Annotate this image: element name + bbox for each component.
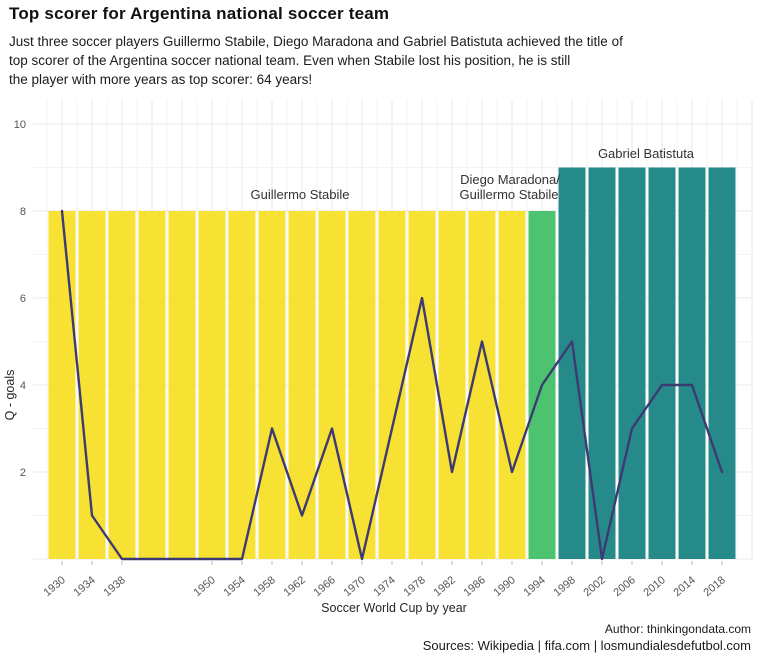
x-tick-label: 1930 — [41, 574, 67, 599]
annotation-label: Guillermo Stabile — [460, 187, 559, 202]
bar-1990 — [498, 211, 526, 559]
x-tick-label: 1994 — [521, 574, 547, 599]
bar-2002 — [588, 167, 616, 559]
annotation-label: Diego Maradona/ — [460, 172, 560, 187]
bar-1942 — [138, 211, 166, 559]
bar-1950 — [198, 211, 226, 559]
bar-1966 — [318, 211, 346, 559]
x-tick-label: 1958 — [251, 574, 277, 599]
x-tick-label: 2002 — [581, 574, 607, 599]
bar-1954 — [228, 211, 256, 559]
x-tick-label: 1982 — [431, 574, 457, 599]
x-tick-label: 1974 — [371, 574, 397, 599]
x-tick-label: 1962 — [281, 574, 307, 599]
annotation-label: Guillermo Stabile — [251, 187, 350, 202]
y-tick-label: 4 — [20, 380, 26, 392]
chart-title: Top scorer for Argentina national soccer… — [9, 4, 390, 23]
x-tick-label: 1998 — [551, 574, 577, 599]
bar-1946 — [168, 211, 196, 559]
subtitle-line-3: the player with more years as top scorer… — [9, 72, 313, 87]
y-tick-label: 2 — [20, 467, 26, 479]
caption-sources: Sources: Wikipedia | fifa.com | losmundi… — [422, 638, 751, 653]
x-tick-label: 1970 — [341, 574, 367, 599]
bar-1998 — [558, 167, 586, 559]
chart-caption: Author: thinkingondata.com Sources: Wiki… — [423, 622, 751, 653]
bar-1978 — [408, 211, 436, 559]
x-tick-label: 1990 — [491, 574, 517, 599]
x-tick-label: 1934 — [71, 574, 97, 599]
chart-header: Top scorer for Argentina national soccer… — [9, 4, 752, 89]
y-axis-title: Q - goals — [3, 370, 17, 421]
x-tick-label: 1954 — [221, 574, 247, 599]
y-axis: 2 4 6 8 10 — [14, 119, 26, 479]
annotation-label: Gabriel Batistuta — [598, 146, 695, 161]
bar-1938 — [108, 211, 136, 559]
x-axis-title: Soccer World Cup by year — [321, 601, 467, 615]
bar-1962 — [288, 211, 316, 559]
chart-canvas: 1930 1934 1938 1950 1954 1958 1962 1966 1970 1974… — [3, 100, 753, 615]
x-tick-label: 2014 — [671, 574, 697, 599]
bars-group — [48, 167, 736, 559]
x-axis: 1930 1934 1938 1950 1954 1958 1962 1966 1970 1974… — [41, 561, 728, 599]
subtitle-line-1: Just three soccer players Guillermo Stab… — [9, 34, 623, 49]
bar-1958 — [258, 211, 286, 559]
bar-1970 — [348, 211, 376, 559]
y-tick-label: 10 — [14, 119, 26, 131]
bar-2006 — [618, 167, 646, 559]
goals-line — [60, 209, 724, 561]
x-tick-label: 1950 — [191, 574, 217, 599]
bar-1982 — [438, 211, 466, 559]
bar-2010 — [648, 167, 676, 559]
x-tick-label: 1966 — [311, 574, 337, 599]
x-tick-label: 1986 — [461, 574, 487, 599]
bar-1930 — [48, 211, 76, 559]
bar-2018 — [708, 167, 736, 559]
chart-subtitle: Just three soccer players Guillermo Stab… — [9, 32, 752, 89]
bar-2014 — [678, 167, 706, 559]
x-tick-label: 2010 — [641, 574, 667, 599]
x-tick-label: 2006 — [611, 574, 637, 599]
bar-1934 — [78, 211, 106, 559]
y-tick-label: 6 — [20, 293, 26, 305]
caption-author: Author: thinkingondata.com — [604, 622, 751, 636]
y-tick-label: 8 — [20, 206, 26, 218]
x-tick-label: 1978 — [401, 574, 427, 599]
subtitle-line-2: top scorer of the Argentina soccer natio… — [9, 53, 571, 68]
x-tick-label: 1938 — [101, 574, 127, 599]
x-tick-label: 2018 — [701, 574, 727, 599]
